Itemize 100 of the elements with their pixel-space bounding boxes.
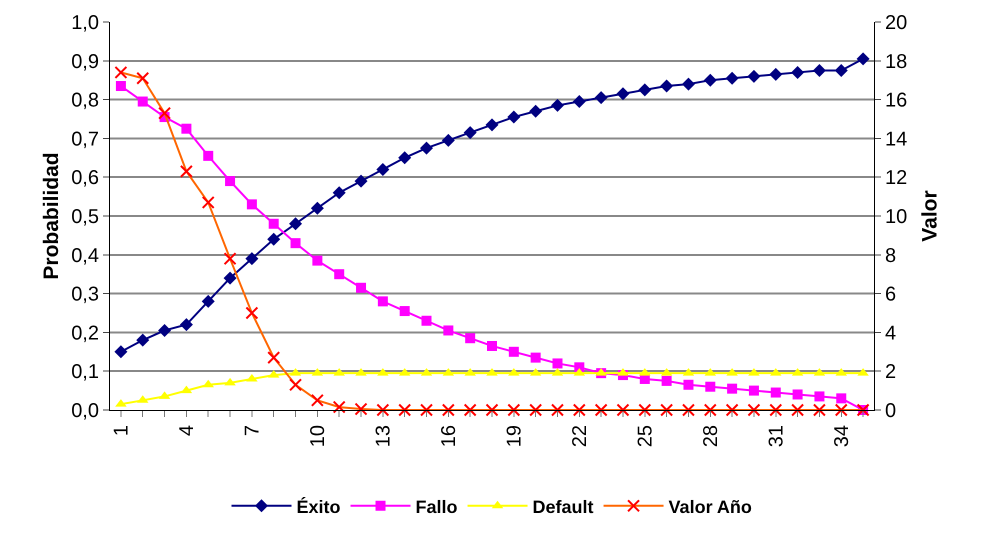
y2-tick-label: 2 (885, 361, 896, 384)
x-tick-label: 31 (765, 425, 788, 448)
x-tick-label: 13 (372, 425, 394, 448)
x-tick-label: 16 (438, 425, 460, 448)
point (442, 134, 455, 147)
y-tick-label: 0,3 (71, 284, 99, 306)
y-tick-label: 0,1 (71, 361, 99, 384)
point (354, 174, 368, 188)
point (727, 384, 738, 394)
point (487, 340, 497, 351)
point (834, 64, 848, 77)
point (662, 376, 672, 386)
x-tick-label: 1 (110, 425, 132, 436)
point (507, 110, 520, 124)
y2-tick-label: 4 (885, 322, 896, 344)
y-tick-label: 0,6 (71, 167, 99, 190)
point (465, 333, 476, 344)
y-tick-label: 0,4 (71, 244, 99, 267)
point (245, 252, 258, 266)
point (422, 316, 432, 326)
point (792, 389, 803, 400)
point (769, 68, 782, 81)
point (224, 272, 237, 285)
y-tick-label: 0,2 (71, 322, 99, 344)
point (550, 98, 564, 112)
point (332, 186, 346, 200)
point (705, 382, 716, 392)
legend-label: Éxito (296, 496, 341, 517)
point (616, 87, 630, 100)
point (138, 96, 148, 107)
point (770, 388, 781, 398)
point (400, 306, 410, 316)
y2-tick-label: 0 (885, 400, 896, 422)
legend-label: Valor Año (668, 496, 752, 517)
y2-tick-label: 18 (885, 50, 908, 73)
x-tick-label: 19 (503, 425, 526, 448)
y2-tick-label: 6 (885, 284, 896, 306)
point (464, 126, 477, 140)
legend-label: Default (532, 496, 594, 517)
point (704, 74, 717, 87)
point (508, 346, 519, 357)
point (158, 324, 172, 337)
point (202, 294, 215, 308)
point (682, 78, 695, 91)
y-tick-label: 1,0 (71, 12, 99, 34)
point (594, 91, 608, 104)
point (530, 352, 541, 363)
y-tick-label: 0,9 (71, 50, 99, 73)
point (180, 318, 193, 332)
point (203, 150, 214, 161)
point (246, 199, 257, 210)
point (290, 238, 301, 248)
point (747, 70, 760, 83)
point (572, 95, 586, 108)
x-tick-label: 7 (241, 425, 264, 436)
x-tick-label: 22 (568, 425, 591, 448)
x-tick-label: 28 (700, 425, 722, 448)
point (638, 83, 652, 96)
point (181, 124, 192, 134)
x-tick-label: 25 (634, 425, 656, 448)
point (420, 142, 434, 155)
point (748, 386, 759, 396)
point (312, 256, 322, 266)
y-tick-label: 0,8 (71, 90, 99, 112)
x-tick-label: 4 (176, 425, 198, 436)
point (267, 232, 280, 246)
point (836, 393, 846, 404)
point (812, 64, 826, 77)
y-tick-label: 0,7 (71, 128, 99, 150)
y-axis-title: Probabilidad (40, 152, 63, 280)
point (552, 358, 562, 368)
x-tick-label: 34 (830, 425, 853, 448)
point (356, 282, 366, 293)
x-tick-label: 10 (306, 425, 329, 448)
y2-tick-label: 20 (885, 12, 908, 34)
point (398, 151, 412, 164)
point (225, 176, 236, 186)
point (378, 296, 388, 306)
point (529, 104, 542, 118)
point (726, 72, 739, 85)
point (114, 345, 128, 358)
y-tick-label: 0,0 (71, 400, 99, 422)
y2-tick-label: 8 (885, 244, 896, 267)
point (791, 66, 804, 79)
y2-tick-label: 14 (885, 128, 908, 150)
point (856, 52, 870, 66)
point (486, 118, 498, 132)
point (136, 334, 150, 347)
y2-tick-label: 12 (885, 167, 908, 190)
point (116, 81, 126, 92)
point (310, 202, 324, 215)
y2-tick-label: 16 (885, 90, 908, 112)
point (660, 80, 674, 93)
point (289, 217, 302, 230)
point (376, 162, 390, 176)
point (683, 380, 694, 390)
y2-axis-title: Valor (918, 190, 942, 242)
point (814, 391, 824, 402)
point (334, 269, 344, 280)
legend-label: Fallo (416, 496, 458, 517)
